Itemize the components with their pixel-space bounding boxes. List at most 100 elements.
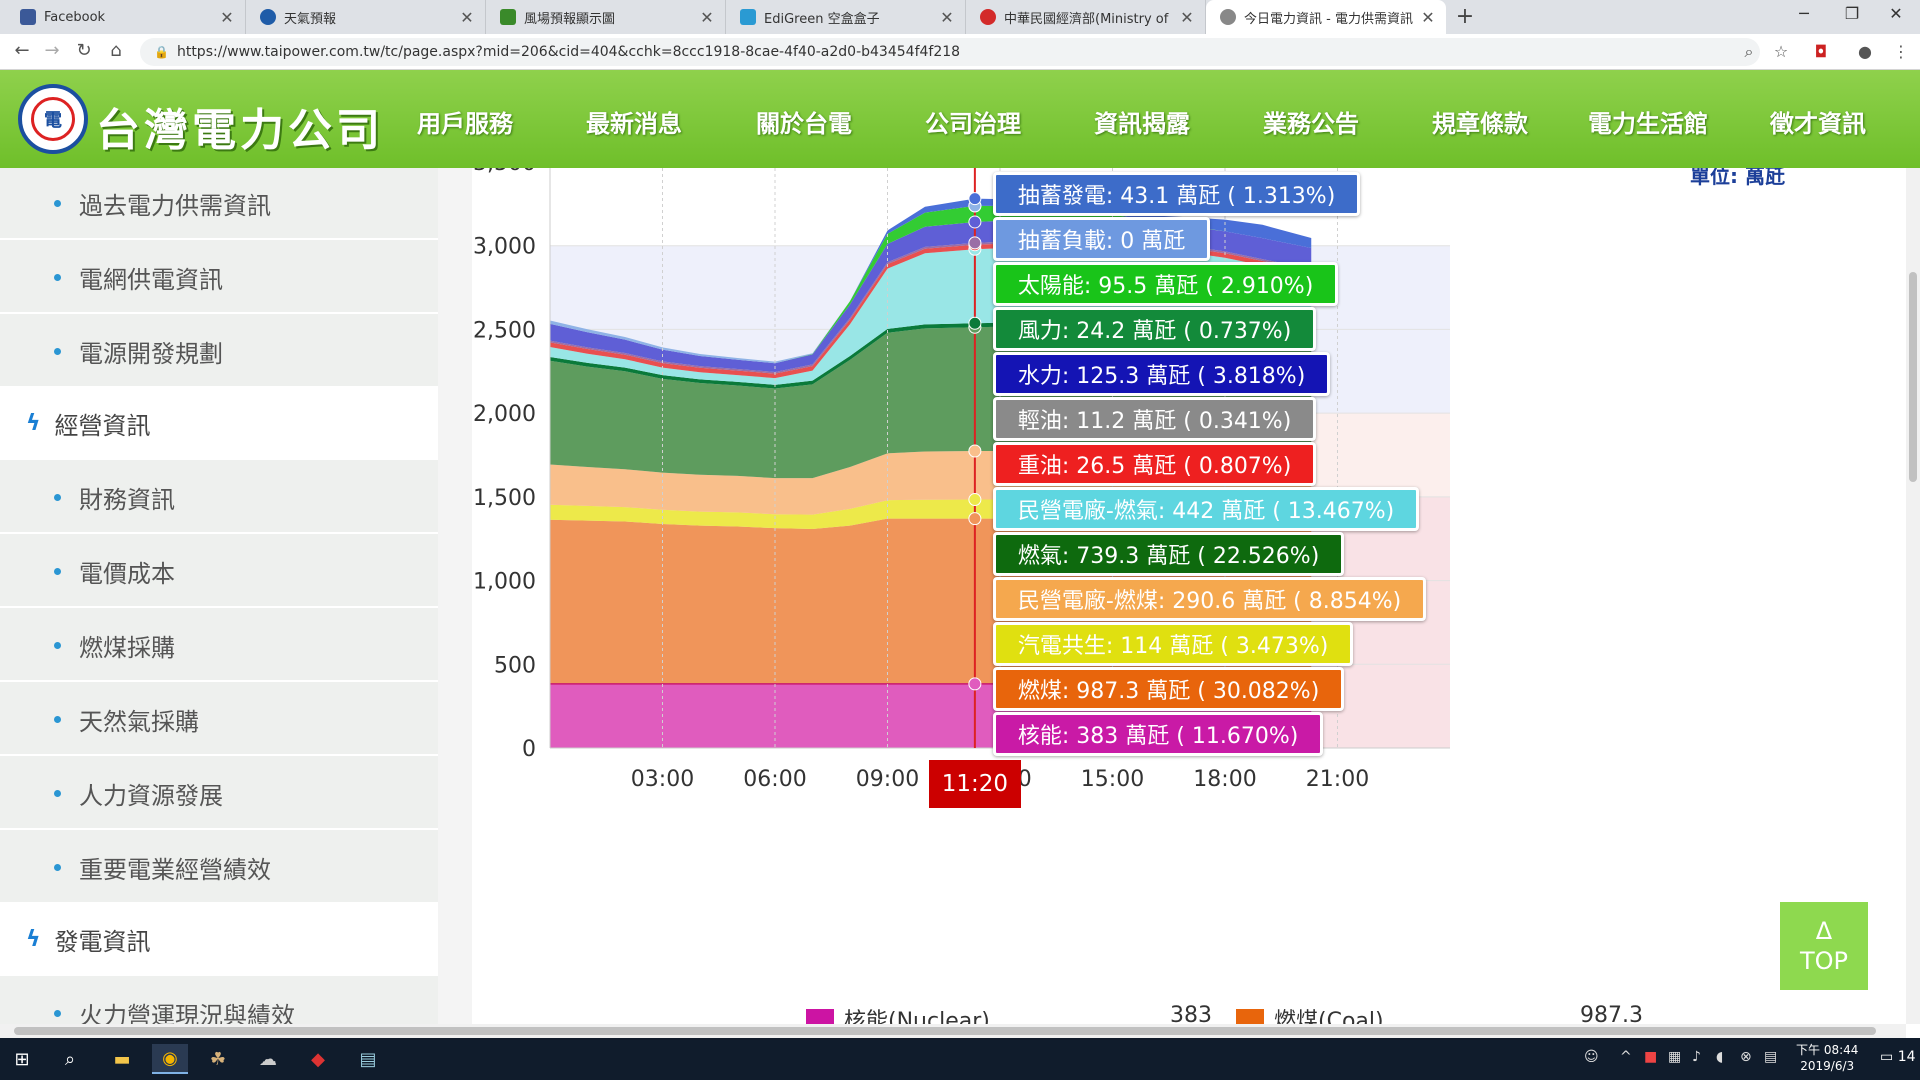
sidebar-item-tariff-cost[interactable]: 電價成本 (0, 536, 438, 608)
nav-regulations[interactable]: 規章條款 (1432, 110, 1528, 138)
nav-user-services[interactable]: 用戶服務 (417, 110, 513, 138)
bullet-icon (54, 199, 61, 207)
taskbar-clock[interactable]: 下午 08:44 2019/6/3 (1796, 1042, 1858, 1074)
sidebar-item-past-supply[interactable]: 過去電力供需資訊 (0, 168, 438, 240)
close-tab-icon[interactable]: ✕ (700, 7, 714, 27)
taipower-logo-icon[interactable]: 電 (18, 84, 88, 154)
wind-favicon-icon (500, 9, 516, 25)
legend-value: 383 (1170, 1003, 1212, 1024)
y-tick-label: 2,000 (473, 402, 536, 427)
chart-tooltip-item: 抽蓄發電: 43.1 萬瓩 ( 1.313%) (992, 172, 1361, 216)
sidebar-category-label: 經營資訊 (54, 411, 151, 440)
hover-point-0 (968, 677, 982, 691)
bullet-icon (54, 567, 61, 575)
scroll-thumb[interactable] (1909, 272, 1917, 482)
people-icon[interactable]: ☺ (1584, 1049, 1599, 1065)
tab-title: 風場預報顯示圖 (524, 11, 616, 27)
new-tab-button[interactable]: + (1455, 4, 1475, 29)
sidebar-item-label: 電源開發規劃 (79, 339, 223, 368)
nav-power-life[interactable]: 電力生活館 (1588, 110, 1708, 138)
chart-tooltip-item: 民營電廠-燃氣: 442 萬瓩 ( 13.467%) (992, 487, 1420, 531)
sidebar-item-thermal-ops[interactable]: 火力營運現況與績效 (0, 978, 438, 1024)
bookmark-star-icon[interactable]: ☆ (1773, 42, 1789, 61)
chart-tooltip-item: 抽蓄負載: 0 萬瓩 (992, 217, 1211, 261)
reload-icon[interactable]: ↻ (76, 40, 92, 61)
scroll-thumb[interactable] (14, 1027, 1876, 1035)
forward-arrow-icon[interactable]: → (44, 40, 60, 61)
nav-careers[interactable]: 徵才資訊 (1770, 110, 1866, 138)
extension-icon[interactable]: ◘ (1814, 42, 1828, 61)
close-tab-icon[interactable]: ✕ (940, 7, 954, 27)
search-icon[interactable]: ⌕ (64, 1048, 76, 1070)
tray-app-icon[interactable]: ♪ (1692, 1049, 1701, 1065)
sidebar-gutter (438, 168, 472, 1024)
vertical-scrollbar[interactable] (1906, 168, 1920, 1024)
nav-announcements[interactable]: 業務公告 (1263, 110, 1359, 138)
browser-tab[interactable]: EdiGreen 空盒盒子 ✕ (726, 0, 966, 34)
volume-icon[interactable]: ◖ (1716, 1049, 1724, 1065)
sidebar-item-gas-purchase[interactable]: 天然氣採購 (0, 684, 438, 756)
chrome-icon[interactable]: ◉ (152, 1044, 188, 1074)
close-tab-icon[interactable]: ✕ (1180, 7, 1194, 27)
menu-kebab-icon[interactable]: ⋮ (1893, 42, 1909, 61)
url-bar[interactable]: 🔒 https://www.taipower.com.tw/tc/page.as… (140, 38, 1760, 66)
sidebar-category-operations[interactable]: ϟ 經營資訊 (0, 388, 438, 460)
close-tab-icon[interactable]: ✕ (1421, 7, 1435, 27)
nav-disclosure[interactable]: 資訊揭露 (1094, 110, 1190, 138)
bullet-icon (54, 863, 61, 871)
tab-title: 天氣預報 (284, 11, 337, 27)
x-tick-label: 03:00 (631, 767, 694, 792)
app-icon[interactable]: ☘ (209, 1048, 227, 1070)
app-icon[interactable]: ☁ (259, 1048, 277, 1070)
zoom-icon[interactable]: ⌕ (1744, 42, 1754, 61)
ime-icon[interactable]: ▤ (1764, 1049, 1778, 1065)
back-to-top-button[interactable]: Δ TOP (1780, 902, 1868, 990)
browser-tab[interactable]: 風場預報顯示圖 ✕ (486, 0, 726, 34)
notification-icon[interactable]: ▭ 14 (1880, 1049, 1916, 1065)
legend-item-nuclear[interactable]: 核能(Nuclear) (806, 1003, 990, 1024)
browser-tab[interactable]: 中華民國經濟部(Ministry of Econ ✕ (966, 0, 1206, 34)
hover-point-1 (968, 512, 982, 526)
nav-latest-news[interactable]: 最新消息 (586, 110, 682, 138)
sidebar: 過去電力供需資訊 電網供電資訊 電源開發規劃 ϟ 經營資訊 財務資訊 電價成本 燃… (0, 168, 438, 1024)
tray-app-icon[interactable]: ■ (1644, 1049, 1658, 1065)
profile-icon[interactable]: ● (1858, 42, 1872, 61)
browser-tab[interactable]: 天氣預報 ✕ (246, 0, 486, 34)
chart-tooltip-item: 汽電共生: 114 萬瓩 ( 3.473%) (992, 622, 1354, 666)
home-icon[interactable]: ⌂ (110, 40, 122, 61)
close-tab-icon[interactable]: ✕ (220, 7, 234, 27)
app-icon[interactable]: ◆ (311, 1048, 325, 1070)
nav-about[interactable]: 關於台電 (756, 110, 852, 138)
sidebar-item-development-plan[interactable]: 電源開發規劃 (0, 316, 438, 388)
tray-app-icon[interactable]: ⊗ (1740, 1049, 1752, 1065)
sidebar-category-generation[interactable]: ϟ 發電資訊 (0, 904, 438, 976)
minimize-window-icon[interactable]: ─ (1799, 4, 1809, 23)
up-arrow-icon: Δ (1815, 917, 1833, 945)
back-arrow-icon[interactable]: ← (14, 40, 30, 61)
file-explorer-icon[interactable]: ▬ (113, 1048, 131, 1070)
tray-chevron-icon[interactable]: ^ (1620, 1049, 1632, 1065)
nav-governance[interactable]: 公司治理 (925, 110, 1021, 138)
hover-point-8 (968, 236, 982, 250)
app-icon[interactable]: ▤ (359, 1048, 377, 1070)
sidebar-item-coal-purchase[interactable]: 燃煤採購 (0, 610, 438, 682)
sidebar-item-performance[interactable]: 重要電業經營績效 (0, 832, 438, 904)
sidebar-item-grid-supply[interactable]: 電網供電資訊 (0, 242, 438, 314)
tab-title: EdiGreen 空盒盒子 (764, 11, 880, 27)
legend-item-coal[interactable]: 燃煤(Coal) (1236, 1003, 1384, 1024)
windows-start-icon[interactable]: ⊞ (14, 1048, 30, 1070)
sidebar-item-hr[interactable]: 人力資源發展 (0, 758, 438, 830)
moea-favicon-icon (980, 9, 996, 25)
bullet-icon (54, 493, 61, 501)
close-window-icon[interactable]: ✕ (1889, 4, 1903, 23)
site-logo-text[interactable]: 台灣電力公司 (96, 105, 384, 156)
network-icon[interactable]: ▦ (1668, 1049, 1682, 1065)
legend-value: 987.3 (1580, 1003, 1643, 1024)
restore-window-icon[interactable]: ❐ (1844, 4, 1860, 23)
browser-tab[interactable]: Facebook ✕ (6, 0, 246, 34)
y-tick-label: 3,500 (473, 168, 536, 176)
sidebar-item-finance[interactable]: 財務資訊 (0, 462, 438, 534)
browser-tab-active[interactable]: 今日電力資訊 - 電力供需資訊 - 核 ✕ (1206, 0, 1446, 34)
close-tab-icon[interactable]: ✕ (460, 7, 474, 27)
horizontal-scrollbar[interactable] (0, 1024, 1906, 1038)
